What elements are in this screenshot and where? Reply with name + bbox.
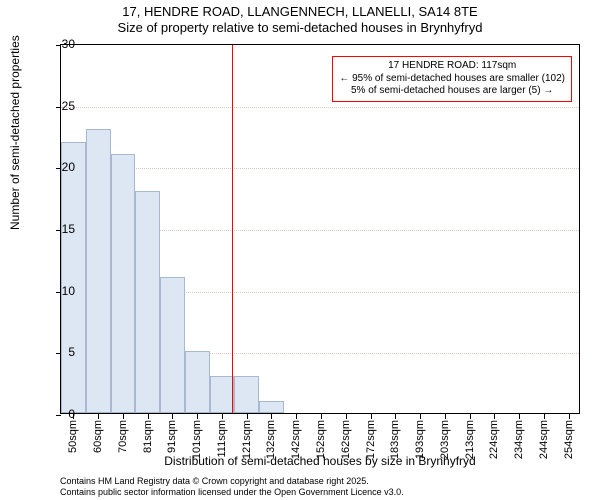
- x-tick-mark: [247, 414, 248, 419]
- histogram-bar: [259, 401, 284, 413]
- histogram-bar: [111, 154, 136, 413]
- y-tick-label: 15: [45, 222, 75, 236]
- y-tick-label: 20: [45, 160, 75, 174]
- title-line-2: Size of property relative to semi-detach…: [0, 20, 600, 36]
- footer-line-1: Contains HM Land Registry data © Crown c…: [60, 476, 404, 487]
- x-tick-mark: [321, 414, 322, 419]
- y-tick-label: 5: [45, 345, 75, 359]
- x-tick-mark: [470, 414, 471, 419]
- gridline: [61, 107, 579, 108]
- x-tick-mark: [395, 414, 396, 419]
- y-tick-label: 0: [45, 407, 75, 421]
- x-tick-mark: [519, 414, 520, 419]
- x-tick-label: 91sqm: [166, 420, 178, 453]
- histogram-bar: [234, 376, 259, 413]
- x-tick-mark: [172, 414, 173, 419]
- reference-line: [232, 45, 233, 413]
- chart-title: 17, HENDRE ROAD, LLANGENNECH, LLANELLI, …: [0, 0, 600, 37]
- x-axis-label: Distribution of semi-detached houses by …: [60, 454, 580, 468]
- x-tick-mark: [197, 414, 198, 419]
- footer-attribution: Contains HM Land Registry data © Crown c…: [60, 476, 404, 498]
- x-tick-mark: [222, 414, 223, 419]
- chart-area: 50sqm60sqm70sqm81sqm91sqm101sqm111sqm121…: [60, 44, 580, 414]
- x-tick-label: 111sqm: [216, 420, 228, 458]
- histogram-bar: [185, 351, 210, 413]
- x-tick-label: 60sqm: [92, 420, 104, 453]
- title-line-1: 17, HENDRE ROAD, LLANGENNECH, LLANELLI, …: [0, 4, 600, 20]
- x-tick-mark: [296, 414, 297, 419]
- y-tick-label: 30: [45, 37, 75, 51]
- annotation-line-3: 5% of semi-detached houses are larger (5…: [339, 85, 565, 98]
- histogram-bar: [135, 191, 160, 413]
- gridline: [61, 168, 579, 169]
- x-tick-mark: [98, 414, 99, 419]
- x-tick-mark: [371, 414, 372, 419]
- x-tick-mark: [271, 414, 272, 419]
- footer-line-2: Contains public sector information licen…: [60, 487, 404, 498]
- y-tick-label: 25: [45, 99, 75, 113]
- x-tick-label: 81sqm: [142, 420, 154, 453]
- x-tick-mark: [148, 414, 149, 419]
- x-tick-mark: [569, 414, 570, 419]
- histogram-bar: [61, 142, 86, 413]
- x-tick-mark: [420, 414, 421, 419]
- x-tick-mark: [544, 414, 545, 419]
- y-axis-label: Number of semi-detached properties: [8, 35, 22, 230]
- x-tick-mark: [346, 414, 347, 419]
- x-tick-mark: [123, 414, 124, 419]
- x-tick-label: 70sqm: [117, 420, 129, 453]
- histogram-bar: [86, 129, 111, 413]
- x-tick-label: 50sqm: [67, 420, 79, 453]
- x-tick-mark: [445, 414, 446, 419]
- annotation-line-1: 17 HENDRE ROAD: 117sqm: [339, 60, 565, 73]
- x-tick-mark: [494, 414, 495, 419]
- histogram-bar: [210, 376, 235, 413]
- annotation-box: 17 HENDRE ROAD: 117sqm ← 95% of semi-det…: [332, 56, 572, 102]
- y-tick-label: 10: [45, 284, 75, 298]
- annotation-line-2: ← 95% of semi-detached houses are smalle…: [339, 73, 565, 86]
- histogram-bar: [160, 277, 185, 413]
